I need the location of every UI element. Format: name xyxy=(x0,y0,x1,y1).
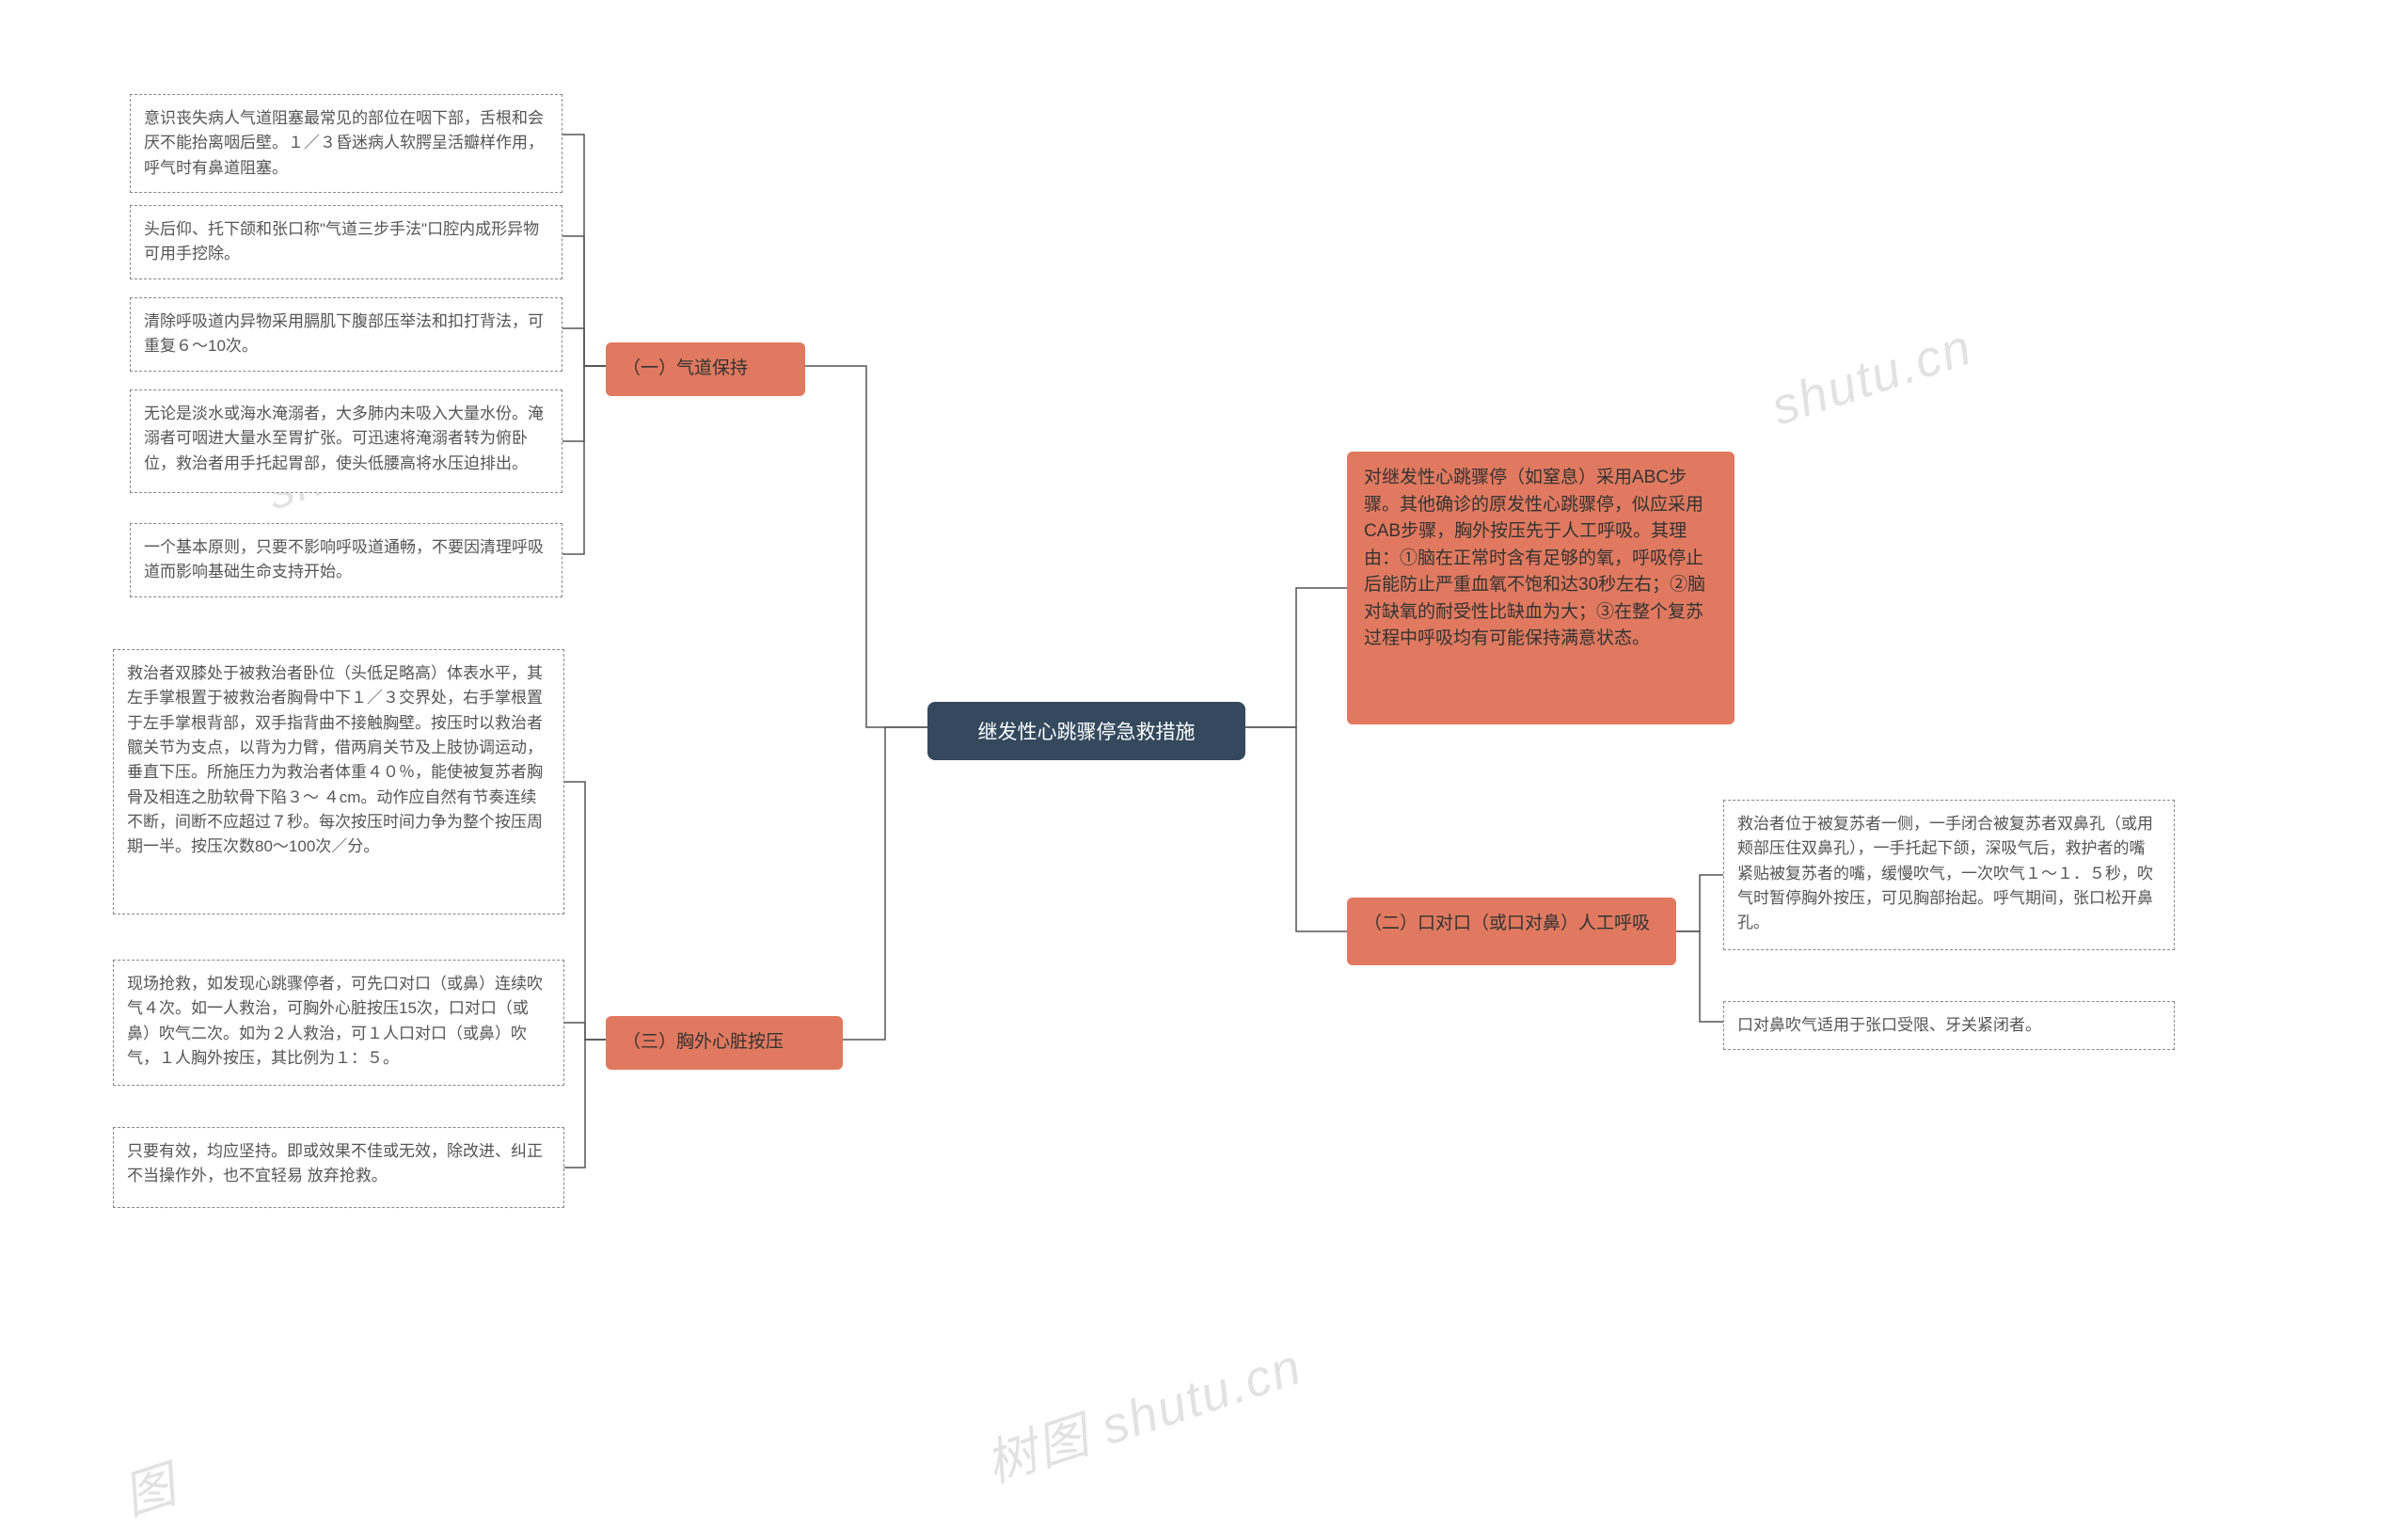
leaf-node-l_c1: 救治者双膝处于被救治者卧位（头低足略高）体表水平，其左手掌根置于被救治者胸骨中下… xyxy=(113,649,564,914)
leaf-node-l_a2: 头后仰、托下颌和张口称"气道三步手法"口腔内成形异物可用手挖除。 xyxy=(130,205,562,279)
watermark: 树图 shutu.cn xyxy=(974,1325,1309,1497)
connector xyxy=(1676,931,1723,1022)
connector xyxy=(562,236,606,366)
connector xyxy=(562,328,606,366)
branch-node-b_airway: （一）气道保持 xyxy=(606,342,805,396)
leaf-node-l_a3: 清除呼吸道内异物采用膈肌下腹部压举法和扣打背法，可重复６～10次。 xyxy=(130,297,562,372)
branch-node-b_intro: 对继发性心跳骤停（如窒息）采用ABC步骤。其他确诊的原发性心跳骤停，似应采用CA… xyxy=(1347,452,1735,724)
watermark: 图 xyxy=(112,1442,185,1526)
connector xyxy=(1676,875,1723,931)
leaf-node-l_c2: 现场抢救，如发现心跳骤停者，可先口对口（或鼻）连续吹气４次。如一人救治，可胸外心… xyxy=(113,960,564,1086)
leaf-node-l_c3: 只要有效，均应坚持。即或效果不佳或无效，除改进、纠正不当操作外，也不宜轻易 放弃… xyxy=(113,1127,564,1208)
connector xyxy=(562,135,606,366)
connector xyxy=(805,366,927,727)
connector xyxy=(562,366,606,441)
branch-node-b_breath: （二）口对口（或口对鼻）人工呼吸 xyxy=(1347,898,1676,965)
leaf-node-l_a4: 无论是淡水或海水淹溺者，大多肺内未吸入大量水份。淹溺者可咽进大量水至胃扩张。可迅… xyxy=(130,389,562,493)
leaf-node-l_b2: 口对鼻吹气适用于张口受限、牙关紧闭者。 xyxy=(1723,1001,2175,1050)
connector xyxy=(564,782,606,1040)
connector xyxy=(1245,727,1347,931)
branch-node-b_chest: （三）胸外心脏按压 xyxy=(606,1016,843,1070)
connector xyxy=(564,1023,606,1040)
connector xyxy=(843,727,927,1040)
root-node: 继发性心跳骤停急救措施 xyxy=(927,702,1245,760)
watermark: shutu.cn xyxy=(1765,318,1980,437)
leaf-node-l_a5: 一个基本原则，只要不影响呼吸道通畅，不要因清理呼吸道而影响基础生命支持开始。 xyxy=(130,523,562,597)
leaf-node-l_a1: 意识丧失病人气道阻塞最常见的部位在咽下部，舌根和会厌不能抬离咽后壁。１／３昏迷病… xyxy=(130,94,562,193)
connector xyxy=(564,1040,606,1168)
leaf-node-l_b1: 救治者位于被复苏者一侧，一手闭合被复苏者双鼻孔（或用颊部压住双鼻孔），一手托起下… xyxy=(1723,800,2175,950)
connector xyxy=(1245,588,1347,727)
connector xyxy=(562,366,606,554)
